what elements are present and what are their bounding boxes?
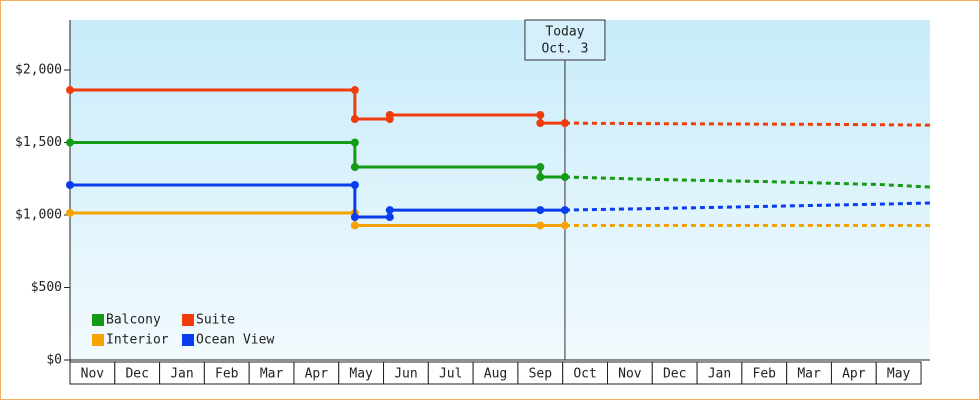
point	[536, 110, 545, 119]
point	[350, 86, 359, 95]
point	[536, 119, 545, 128]
legend-label: Balcony	[106, 313, 161, 328]
x-tick-label: Apr	[842, 367, 866, 382]
point	[66, 86, 74, 95]
point	[560, 119, 569, 128]
point	[536, 221, 545, 230]
y-tick-label: $1,500	[15, 135, 62, 150]
x-tick-label: Feb	[753, 367, 777, 382]
point	[66, 138, 74, 147]
x-tick-label: Jan	[170, 367, 193, 382]
x-tick-label: Sep	[529, 367, 553, 382]
point	[350, 221, 359, 230]
x-tick-label: Nov	[81, 367, 105, 382]
point	[350, 115, 359, 124]
legend-swatch	[182, 314, 194, 326]
x-tick-label: May	[887, 367, 911, 382]
point	[560, 173, 569, 182]
legend-label: Ocean View	[196, 333, 274, 348]
point	[350, 180, 359, 189]
point	[536, 163, 545, 172]
today-box	[524, 19, 606, 61]
point	[385, 206, 394, 215]
legend-swatch	[92, 334, 104, 346]
x-tick-label: Oct	[573, 367, 596, 382]
x-tick-label: Jan	[708, 367, 731, 382]
x-tick-label: Dec	[125, 367, 148, 382]
x-tick-label: Mar	[260, 367, 284, 382]
today-label: Oct. 3	[541, 42, 588, 57]
point	[560, 221, 569, 230]
legend-swatch	[92, 314, 104, 326]
x-tick-label: Feb	[215, 367, 239, 382]
point	[66, 208, 74, 217]
x-tick-label: Apr	[305, 367, 329, 382]
point	[536, 173, 545, 182]
x-tick-box	[875, 361, 922, 385]
x-tick-label: May	[349, 367, 373, 382]
today-label: Today	[545, 25, 584, 40]
point	[66, 180, 74, 189]
x-tick-label: Nov	[618, 367, 642, 382]
x-tick-label: Aug	[484, 367, 507, 382]
point	[385, 110, 394, 119]
x-tick-label: Jul	[439, 367, 462, 382]
point	[350, 213, 359, 222]
y-tick-label: $2,000	[15, 63, 62, 78]
series-line	[70, 141, 565, 179]
point	[536, 206, 545, 215]
point	[350, 138, 359, 147]
legend-swatch	[182, 334, 194, 346]
x-tick-label: Dec	[663, 367, 686, 382]
y-tick-label: $1,000	[15, 208, 62, 223]
x-tick-label: Mar	[797, 367, 821, 382]
point	[350, 163, 359, 172]
plot-area	[70, 20, 930, 360]
x-tick-label: Jun	[394, 367, 417, 382]
point	[560, 206, 569, 215]
legend-label: Suite	[196, 313, 235, 328]
legend-label: Interior	[106, 333, 169, 348]
point	[385, 213, 394, 222]
y-tick-label: $0	[46, 353, 62, 368]
y-tick-label: $500	[31, 280, 62, 295]
forecast-line	[564, 121, 931, 127]
